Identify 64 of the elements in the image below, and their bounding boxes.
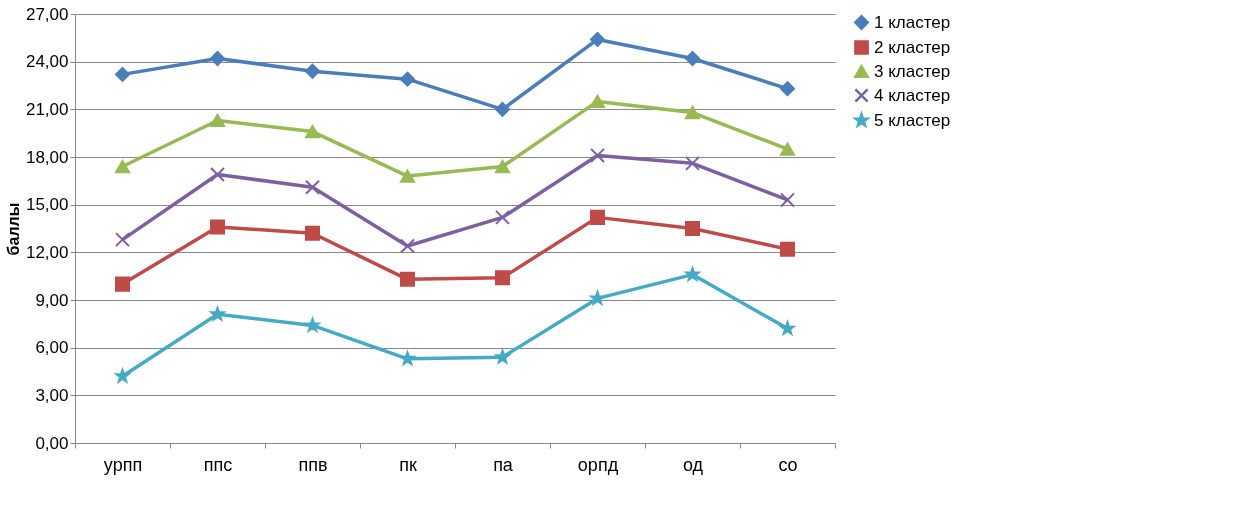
point [209,166,226,182]
point [209,50,226,67]
point [684,155,701,171]
y-axis-title: баллы [4,202,22,256]
point [684,50,701,67]
point [780,321,795,335]
point [114,232,131,248]
point [399,71,416,87]
point [589,31,606,47]
point [114,159,131,174]
y-tick-label: 9,00 [35,290,69,310]
x-tick-label: урпп [103,454,143,475]
point [210,306,225,321]
point [779,81,796,97]
point [494,159,511,174]
point [779,241,796,257]
x-tick-label: ппс [203,454,233,475]
point [209,113,226,128]
x-tick-label: ппв [298,454,328,475]
point [590,290,605,305]
point [304,179,321,195]
y-tick-label: 3,00 [35,385,69,405]
y-tick-label: 24,00 [25,52,69,72]
legend-label: 1 кластер [874,12,951,32]
point [779,192,796,208]
y-tick-label: 27,00 [25,4,69,24]
point [399,169,416,183]
legend-label: 3 кластер [874,61,951,81]
point [114,276,131,292]
legend-label: 4 кластер [874,85,951,105]
y-tick-label: 6,00 [35,338,69,358]
point [685,267,700,281]
x-tick-label: па [493,454,514,475]
point [589,209,606,225]
point [399,271,416,287]
point [589,94,606,109]
y-tick-label: 18,00 [25,147,69,167]
point [684,105,701,120]
point [779,142,796,156]
point [304,63,321,79]
legend-label: 2 кластер [874,37,951,57]
y-tick-label: 21,00 [25,99,69,119]
point [115,368,130,383]
point [494,209,511,225]
x-tick-label: орпд [577,454,619,475]
point [684,220,701,237]
y-tick-label: 0,00 [35,433,69,453]
x-tick-label: пк [399,454,417,475]
point [305,317,320,332]
point [494,270,511,286]
legend-label: 5 кластер [874,110,951,130]
point [399,238,416,254]
y-tick-label: 12,00 [25,242,69,262]
point [304,124,321,139]
x-tick-label: од [682,454,704,475]
point [589,147,606,163]
point [304,225,321,241]
point [400,351,415,366]
point [495,349,510,364]
x-tick-label: со [778,454,798,475]
point [114,66,131,82]
y-tick-label: 15,00 [25,195,69,215]
point [494,101,511,117]
point [209,219,226,235]
